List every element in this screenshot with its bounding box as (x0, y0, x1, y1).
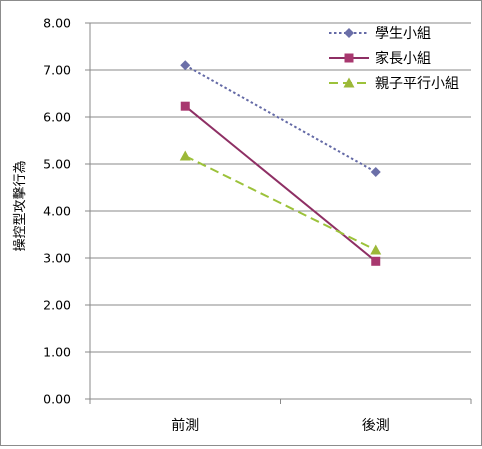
y-tick-label: 5.00 (43, 157, 71, 172)
series-line-2 (184, 155, 377, 251)
data-point-0-1 (370, 166, 381, 177)
series-line-1 (184, 105, 377, 263)
y-tick-label: 3.00 (43, 251, 71, 266)
data-point-2-1 (370, 244, 382, 255)
data-point-1-1 (371, 256, 381, 266)
y-tick-label: 2.00 (43, 298, 71, 313)
x-tick-label: 前測 (171, 417, 199, 434)
legend-marker (343, 77, 355, 88)
y-tick-label: 6.00 (43, 110, 71, 125)
series-layer (179, 60, 382, 266)
y-tick-label: 0.00 (43, 392, 71, 407)
y-tick-label: 7.00 (43, 63, 71, 78)
y-axis-title: 操控型攻擊行為 (12, 160, 28, 251)
legend-marker (344, 53, 354, 63)
data-point-0-0 (180, 60, 191, 71)
legend-marker (344, 28, 354, 38)
y-tick-label: 8.00 (43, 16, 71, 31)
x-tick-label: 後測 (362, 418, 390, 434)
legend-label: 親子平行小組 (375, 76, 459, 92)
series-line-0 (184, 64, 377, 173)
legend-label: 學生小組 (375, 26, 431, 42)
y-tick-label: 4.00 (43, 204, 71, 219)
grid-layer (90, 22, 471, 353)
data-point-1-0 (180, 101, 190, 111)
legend-label: 家長小組 (375, 50, 431, 67)
axis-layer: 0.00 1.00 2.00 3.00 4.00 5.00 6.00 7.00 8.00 前測 後測 (43, 16, 472, 434)
y-tick-label: 1.00 (43, 345, 71, 360)
data-point-2-0 (179, 150, 191, 161)
